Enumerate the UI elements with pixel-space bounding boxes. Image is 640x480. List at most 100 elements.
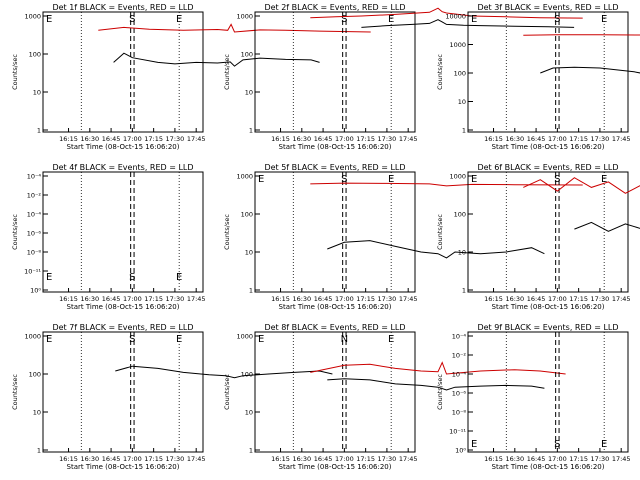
- x-tick-label: 16:45: [527, 135, 546, 143]
- marker-label: E: [258, 174, 264, 185]
- x-tick-label: 17:30: [591, 295, 610, 303]
- x-tick-label: 17:45: [187, 135, 206, 143]
- panel-title: Det 3f BLACK = Events, RED = LLD: [477, 3, 618, 12]
- x-tick-label: 17:15: [569, 455, 588, 463]
- y-axis-label: Counts/sec: [11, 214, 19, 250]
- plot-frame: [42, 171, 204, 293]
- marker-label: E: [388, 334, 394, 345]
- marker-label: E: [471, 174, 477, 185]
- marker-label: E: [258, 334, 264, 345]
- plot-frame: [467, 11, 629, 133]
- y-tick-label: 1000: [449, 173, 466, 181]
- x-tick-label: 16:45: [314, 135, 333, 143]
- series-lld-line: [98, 23, 371, 33]
- y-tick-label: 1: [249, 447, 253, 455]
- x-tick-label: 17:30: [166, 295, 185, 303]
- plot-frame: [42, 11, 204, 133]
- y-tick-label: 1: [37, 447, 41, 455]
- x-tick-label: 17:15: [569, 135, 588, 143]
- marker-label: S: [554, 14, 560, 25]
- x-tick-label: 17:30: [378, 455, 397, 463]
- x-axis-label: Start Time (08-Oct-15 16:06:20): [67, 463, 180, 471]
- panel-2: Det 2f BLACK = Events, RED = LLD 1 10 100 10…: [223, 3, 583, 151]
- x-tick-label: 16:30: [80, 455, 99, 463]
- marker-label: E: [471, 439, 477, 450]
- x-axis-label: Start Time (08-Oct-15 16:06:20): [492, 303, 605, 311]
- y-tick-label: 1: [249, 127, 253, 135]
- x-tick-label: 17:15: [356, 455, 375, 463]
- x-tick-label: 16:45: [314, 455, 333, 463]
- x-axis-label: Start Time (08-Oct-15 16:06:20): [492, 143, 605, 151]
- y-tick-label: 10: [458, 98, 466, 106]
- y-tick-label: 10: [245, 89, 253, 97]
- x-tick-label: 17:00: [123, 295, 142, 303]
- y-tick-label: 1000: [24, 333, 41, 341]
- y-tick-label: 100: [241, 211, 253, 219]
- marker-label: E: [388, 174, 394, 185]
- y-axis-label: Counts/sec: [11, 54, 19, 90]
- plot-frame: [254, 331, 416, 453]
- plot-frame: [254, 11, 416, 133]
- x-tick-label: 16:30: [505, 135, 524, 143]
- marker-label: E: [176, 334, 182, 345]
- x-tick-label: 17:15: [356, 295, 375, 303]
- marker-label: E: [601, 439, 607, 450]
- marker-label: S: [554, 174, 560, 185]
- y-tick-label: 10⁻⁴: [452, 333, 467, 341]
- panel-title: Det 5f BLACK = Events, RED = LLD: [264, 163, 405, 172]
- marker-label: S: [554, 439, 560, 450]
- y-tick-label: 10000: [445, 13, 466, 21]
- panel-title: Det 8f BLACK = Events, RED = LLD: [264, 323, 405, 332]
- x-tick-label: 16:15: [59, 135, 78, 143]
- y-tick-label: 10⁰: [455, 447, 466, 455]
- x-tick-label: 16:45: [527, 295, 546, 303]
- series-events-line: [540, 66, 640, 74]
- panel-6: Det 6f BLACK = Events, RED = LLD 1 10 100 10…: [436, 163, 640, 311]
- panel-1: Det 1f BLACK = Events, RED = LLD 1 10 100 10…: [11, 3, 371, 151]
- y-tick-label: 10⁻¹¹: [24, 268, 41, 276]
- x-tick-label: 16:15: [484, 135, 503, 143]
- marker-label: E: [46, 334, 52, 345]
- x-tick-label: 17:45: [399, 455, 418, 463]
- panel-title: Det 2f BLACK = Events, RED = LLD: [264, 3, 405, 12]
- marker-label: S: [129, 14, 135, 25]
- marker-label: E: [176, 272, 182, 283]
- x-tick-label: 16:15: [59, 295, 78, 303]
- y-tick-label: 10: [33, 89, 41, 97]
- y-tick-label: 10⁻⁴: [27, 211, 42, 219]
- y-axis-label: Counts/sec: [223, 374, 231, 410]
- x-tick-label: 17:45: [187, 295, 206, 303]
- y-axis-label: Counts/sec: [436, 374, 444, 410]
- x-tick-label: 17:15: [144, 455, 163, 463]
- y-tick-label: 1000: [236, 333, 253, 341]
- series-lld-line: [310, 361, 566, 375]
- x-tick-label: 16:15: [271, 455, 290, 463]
- x-tick-label: 16:45: [102, 455, 121, 463]
- y-tick-label: 1: [462, 287, 466, 295]
- x-tick-label: 16:30: [292, 455, 311, 463]
- x-tick-label: 17:45: [399, 295, 418, 303]
- plot-frame: [467, 331, 629, 453]
- y-tick-label: 10⁻²: [452, 352, 467, 360]
- y-tick-label: 1: [462, 127, 466, 135]
- x-tick-label: 17:30: [166, 135, 185, 143]
- x-tick-label: 17:30: [378, 135, 397, 143]
- series-events-line: [574, 221, 640, 232]
- marker-label: E: [46, 272, 52, 283]
- x-tick-label: 17:45: [612, 135, 631, 143]
- x-tick-label: 16:45: [102, 135, 121, 143]
- series-events-line: [327, 378, 545, 391]
- x-tick-label: 16:45: [102, 295, 121, 303]
- y-axis-label: Counts/sec: [436, 214, 444, 250]
- x-tick-label: 17:30: [378, 295, 397, 303]
- x-tick-label: 17:45: [399, 135, 418, 143]
- x-tick-label: 16:30: [505, 295, 524, 303]
- panel-3: Det 3f BLACK = Events, RED = LLD 1 10 100 10…: [436, 3, 640, 151]
- x-tick-label: 17:15: [356, 135, 375, 143]
- plot-frame: [467, 171, 629, 293]
- marker-label: E: [388, 14, 394, 25]
- series-lld-line: [523, 34, 640, 36]
- series-events-line: [115, 365, 333, 379]
- panel-title: Det 7f BLACK = Events, RED = LLD: [52, 323, 193, 332]
- x-tick-label: 17:45: [612, 295, 631, 303]
